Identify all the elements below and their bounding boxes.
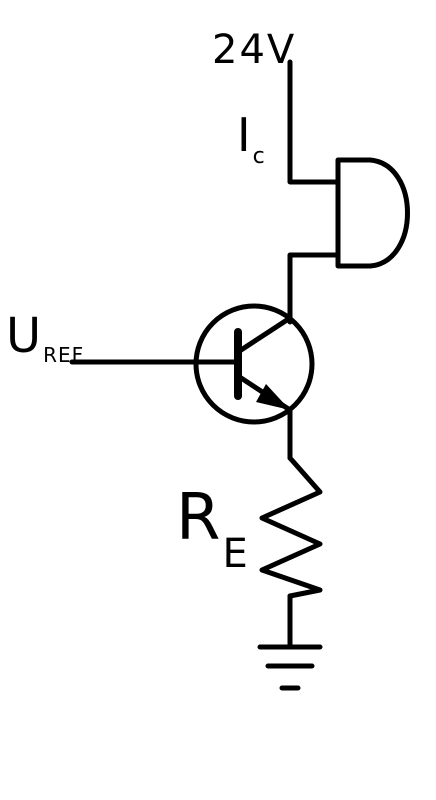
collector-current-main: I <box>237 108 251 162</box>
supply-voltage-label: 24V <box>212 30 296 70</box>
emitter-resistor-label: RE <box>176 486 248 574</box>
supply-wire <box>287 59 341 185</box>
reference-voltage-label: U REF <box>6 312 83 365</box>
emitter-resistor-main: R <box>176 481 221 555</box>
emitter-resistor-sub: E <box>222 531 248 577</box>
emitter-arrow-icon <box>256 384 290 410</box>
supply-voltage-text: 24V <box>212 27 297 73</box>
transistor-collector-leg <box>235 315 293 355</box>
ground-icon <box>257 644 323 691</box>
emitter-resistor <box>259 455 323 599</box>
collector-current-sub: c <box>252 144 265 169</box>
reference-voltage-sub: REF <box>43 343 85 367</box>
lamp-load <box>335 157 410 269</box>
collector-current-label: Ic <box>237 112 265 168</box>
reference-voltage-main: U <box>6 308 42 364</box>
load-to-collector-wire <box>287 252 341 325</box>
